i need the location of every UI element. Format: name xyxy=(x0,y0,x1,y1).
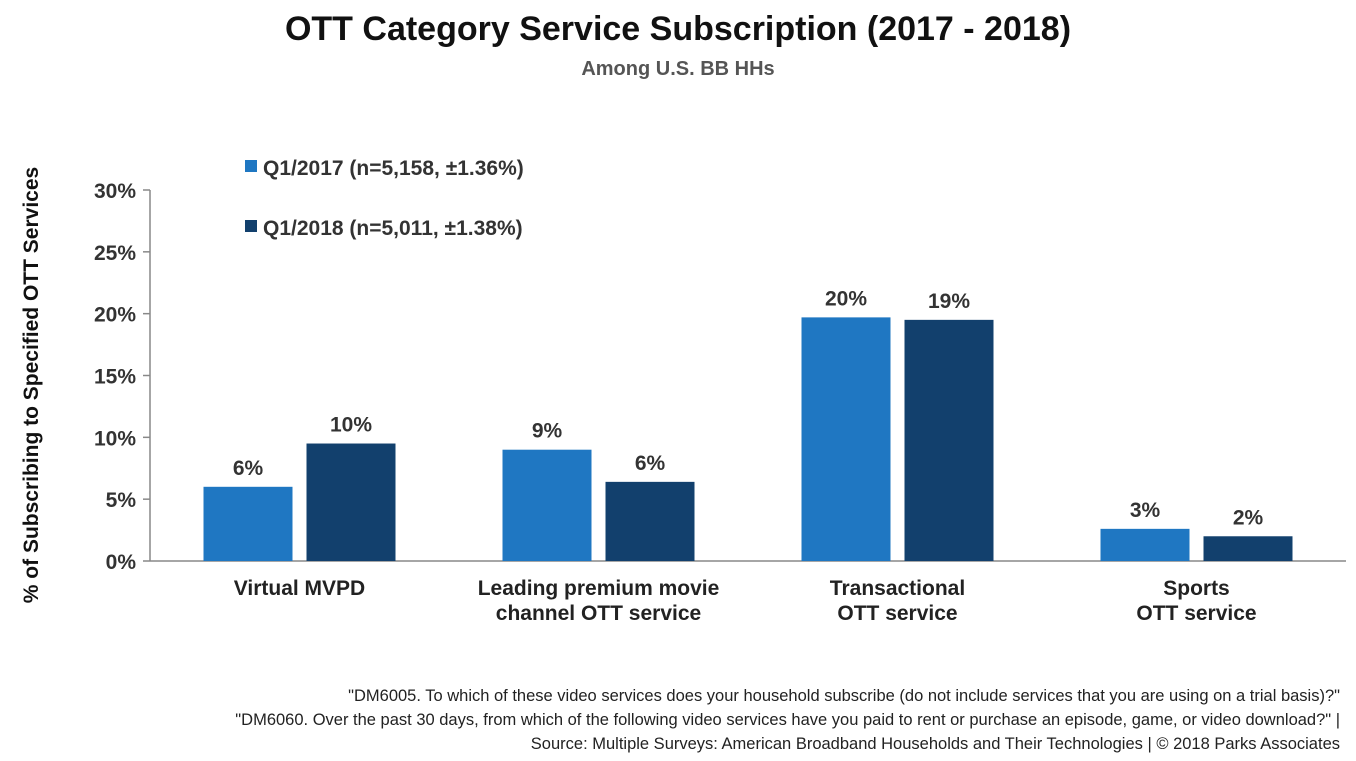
x-tick-label: Transactional xyxy=(830,577,965,600)
data-label: 6% xyxy=(635,452,666,475)
footer-line-2: "DM6060. Over the past 30 days, from whi… xyxy=(235,711,1340,729)
footer-line-3: Source: Multiple Surveys: American Broad… xyxy=(530,735,1340,753)
x-tick-label: Sports xyxy=(1163,577,1230,600)
x-tick-label: OTT service xyxy=(1136,602,1256,625)
data-label: 20% xyxy=(825,287,867,310)
y-tick-label: 10% xyxy=(94,427,136,450)
y-tick-label: 25% xyxy=(94,242,136,265)
bar xyxy=(502,449,592,561)
data-label: 10% xyxy=(330,414,372,437)
chart-title: OTT Category Service Subscription (2017 … xyxy=(284,10,1072,48)
data-label: 9% xyxy=(532,420,563,443)
x-tick-label: Leading premium movie xyxy=(478,577,720,600)
y-tick-label: 20% xyxy=(94,304,136,327)
footer-line-1: "DM6005. To which of these video service… xyxy=(348,687,1340,705)
bar xyxy=(306,443,396,561)
bar xyxy=(605,481,695,561)
bar xyxy=(904,319,994,561)
legend-label: Q1/2018 (n=5,011, ±1.38%) xyxy=(263,217,523,240)
x-tick-label: channel OTT service xyxy=(496,602,701,625)
chart-subtitle: Among U.S. BB HHs xyxy=(581,58,775,80)
source-footer: "DM6005. To which of these video service… xyxy=(235,684,1340,756)
y-tick-label: 0% xyxy=(106,551,137,574)
data-label: 19% xyxy=(928,290,970,313)
y-axis-title: % of Subscribing to Specified OTT Servic… xyxy=(20,167,43,603)
legend-swatch xyxy=(245,220,257,232)
x-tick-label: Virtual MVPD xyxy=(234,577,365,600)
bar xyxy=(203,486,293,561)
data-label: 3% xyxy=(1130,499,1161,522)
y-tick-label: 30% xyxy=(94,180,136,203)
data-label: 6% xyxy=(233,457,264,480)
legend-label: Q1/2017 (n=5,158, ±1.36%) xyxy=(263,157,524,180)
y-tick-label: 15% xyxy=(94,366,136,389)
bar xyxy=(1203,536,1293,561)
x-tick-label: OTT service xyxy=(837,602,957,625)
data-label: 2% xyxy=(1233,506,1264,529)
legend-swatch xyxy=(245,160,257,172)
bar xyxy=(801,317,891,561)
bar xyxy=(1100,528,1190,561)
y-tick-label: 5% xyxy=(106,489,137,512)
